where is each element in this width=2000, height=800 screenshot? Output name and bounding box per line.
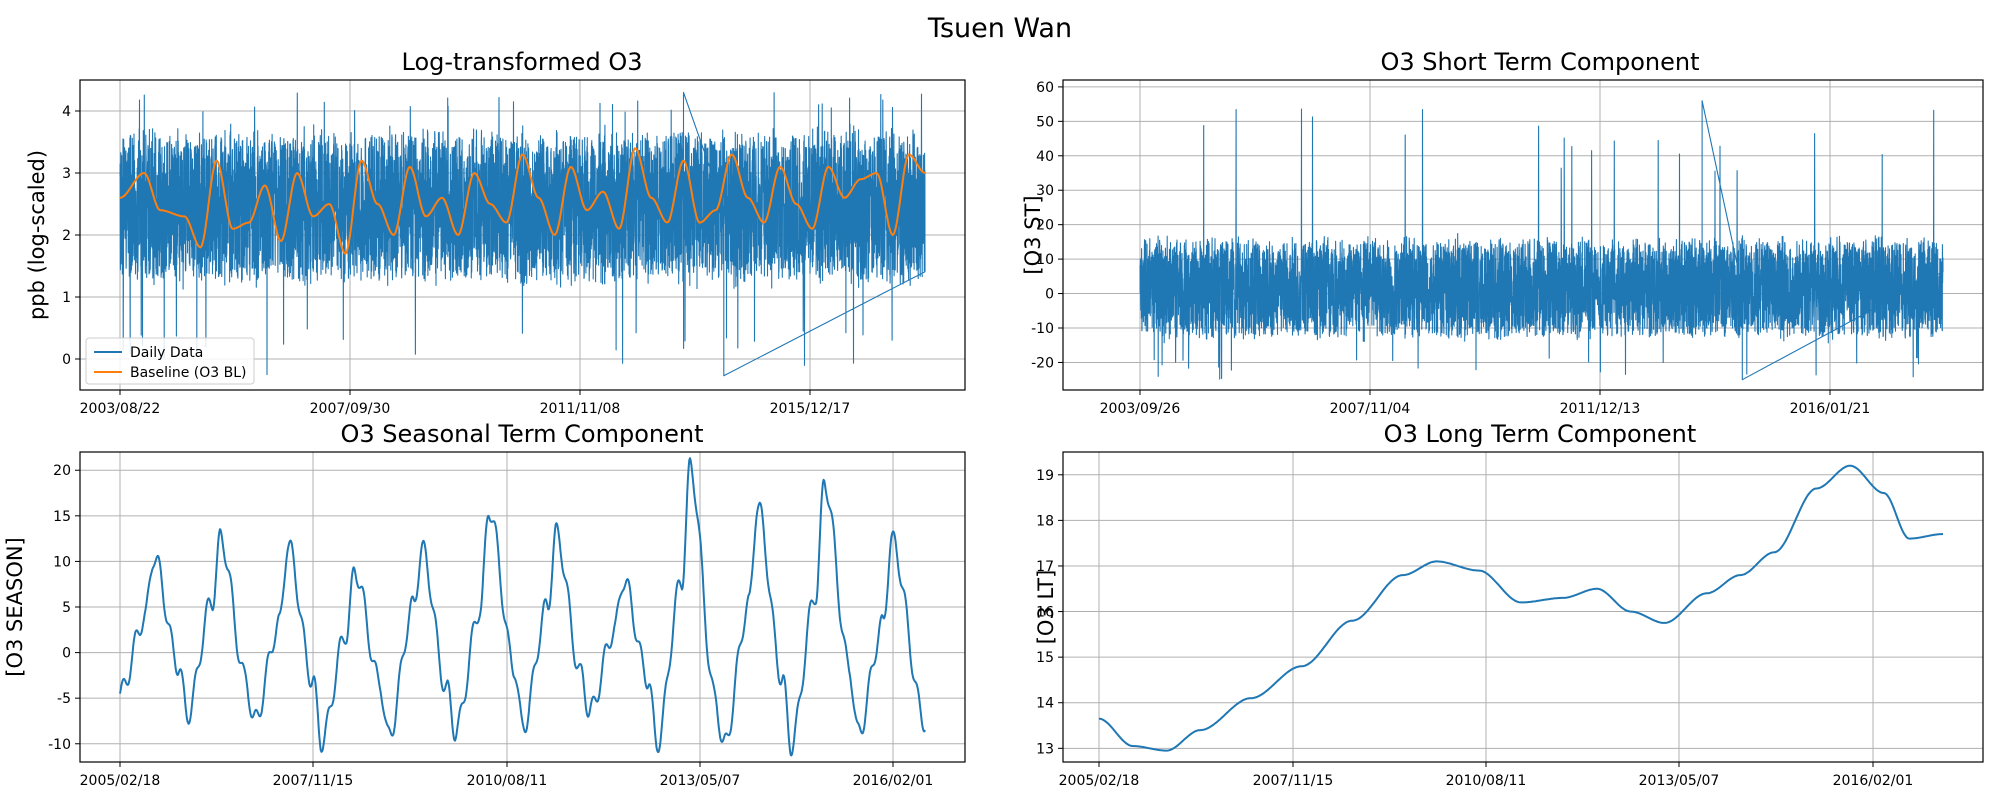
y-tick-label: 40 [1036, 149, 1054, 165]
y-tick-label: 4 [62, 104, 71, 120]
y-axis-label: ppb (log-scaled) [25, 150, 49, 320]
x-tick-label: 2013/05/07 [1639, 773, 1720, 789]
series-line-1 [119, 91, 926, 377]
axes-frame [79, 451, 966, 763]
x-tick-label: 2011/11/08 [540, 401, 621, 417]
panel-title: O3 Long Term Component [1384, 420, 1697, 448]
legend-box [85, 337, 255, 385]
x-tick-label: 2003/09/26 [1100, 401, 1181, 417]
panel-o3-long-term: O3 Long Term Component [O3 LT] 13 14 15 16 17 1… [1034, 420, 1984, 789]
y-axis-label: [O3 ST] [1021, 195, 1045, 274]
y-axis-label: [O3 SEASON] [3, 537, 27, 676]
plot-area [119, 457, 926, 757]
x-tick-label: 2013/05/07 [660, 773, 741, 789]
y-tick-label: 60 [1036, 80, 1054, 96]
x-tick-label: 2010/08/11 [1446, 773, 1527, 789]
y-tick-label: 14 [1036, 696, 1054, 712]
y-tick-label: -10 [48, 737, 71, 753]
panel-o3-short-term: O3 Short Term Component [O3 ST] -20 -10 0 10 2… [1021, 48, 1984, 417]
series-line-1 [119, 457, 926, 757]
panel-log-transformed-o3: Log-transformed O3 ppb (log-scaled) 0 1 2 3 4 2… [25, 48, 966, 417]
y-tick-label: 0 [62, 352, 71, 368]
plot-area [1098, 464, 1943, 752]
panel-title: O3 Seasonal Term Component [340, 420, 703, 448]
y-tick-label: 17 [1036, 559, 1054, 575]
y-tick-label: 0 [62, 646, 71, 662]
series-line-2 [119, 147, 926, 255]
panel-title: O3 Short Term Component [1381, 48, 1700, 76]
y-tick-label: 15 [53, 509, 71, 525]
x-tick-label: 2016/01/21 [1790, 401, 1871, 417]
series-line-1 [1098, 464, 1943, 752]
y-tick-label: 18 [1036, 513, 1054, 529]
y-tick-label: 2 [62, 228, 71, 244]
x-tick-label: 2007/11/15 [1253, 773, 1334, 789]
x-tick-label: 2016/02/01 [853, 773, 934, 789]
y-tick-label: 50 [1036, 114, 1054, 130]
legend-label: Daily Data [130, 345, 203, 361]
legend: Daily Data Baseline (O3 BL) [85, 337, 255, 385]
panel-title: Log-transformed O3 [402, 48, 643, 76]
x-tick-label: 2007/11/15 [273, 773, 354, 789]
panel-o3-seasonal-term: O3 Seasonal Term Component [O3 SEASON] -10… [3, 420, 966, 789]
x-tick-label: 2015/12/17 [770, 401, 851, 417]
axes-frame [1062, 79, 1984, 391]
y-tick-label: 15 [1036, 650, 1054, 666]
y-tick-label: 0 [1045, 287, 1054, 303]
x-tick-label: 2005/02/18 [1059, 773, 1140, 789]
x-tick-label: 2016/02/01 [1833, 773, 1914, 789]
x-tick-label: 2010/08/11 [467, 773, 548, 789]
y-tick-label: 30 [1036, 183, 1054, 199]
x-tick-label: 2011/12/13 [1560, 401, 1641, 417]
y-tick-label: 1 [62, 290, 71, 306]
axes-frame [79, 79, 966, 391]
x-tick-label: 2007/09/30 [310, 401, 391, 417]
y-tick-label: 13 [1036, 741, 1054, 757]
y-tick-label: -10 [1031, 321, 1054, 337]
plot-area [119, 91, 926, 377]
y-tick-label: 10 [1036, 252, 1054, 268]
series-line-1 [1139, 100, 1944, 381]
y-tick-label: 20 [53, 463, 71, 479]
y-axis-label: [O3 LT] [1034, 570, 1058, 645]
axes-frame [1062, 451, 1984, 763]
plot-area [1139, 100, 1944, 381]
legend-label: Baseline (O3 BL) [130, 365, 247, 381]
y-tick-label: 10 [53, 554, 71, 570]
figure-title: Tsuen Wan [927, 13, 1072, 44]
x-tick-label: 2003/08/22 [80, 401, 161, 417]
y-tick-label: 20 [1036, 218, 1054, 234]
y-tick-label: 3 [62, 166, 71, 182]
y-tick-label: 16 [1036, 605, 1054, 621]
x-tick-label: 2005/02/18 [80, 773, 161, 789]
y-tick-label: -20 [1031, 355, 1054, 371]
y-tick-label: 5 [62, 600, 71, 616]
y-tick-label: 19 [1036, 468, 1054, 484]
y-tick-label: -5 [57, 691, 71, 707]
x-tick-label: 2007/11/04 [1330, 401, 1411, 417]
